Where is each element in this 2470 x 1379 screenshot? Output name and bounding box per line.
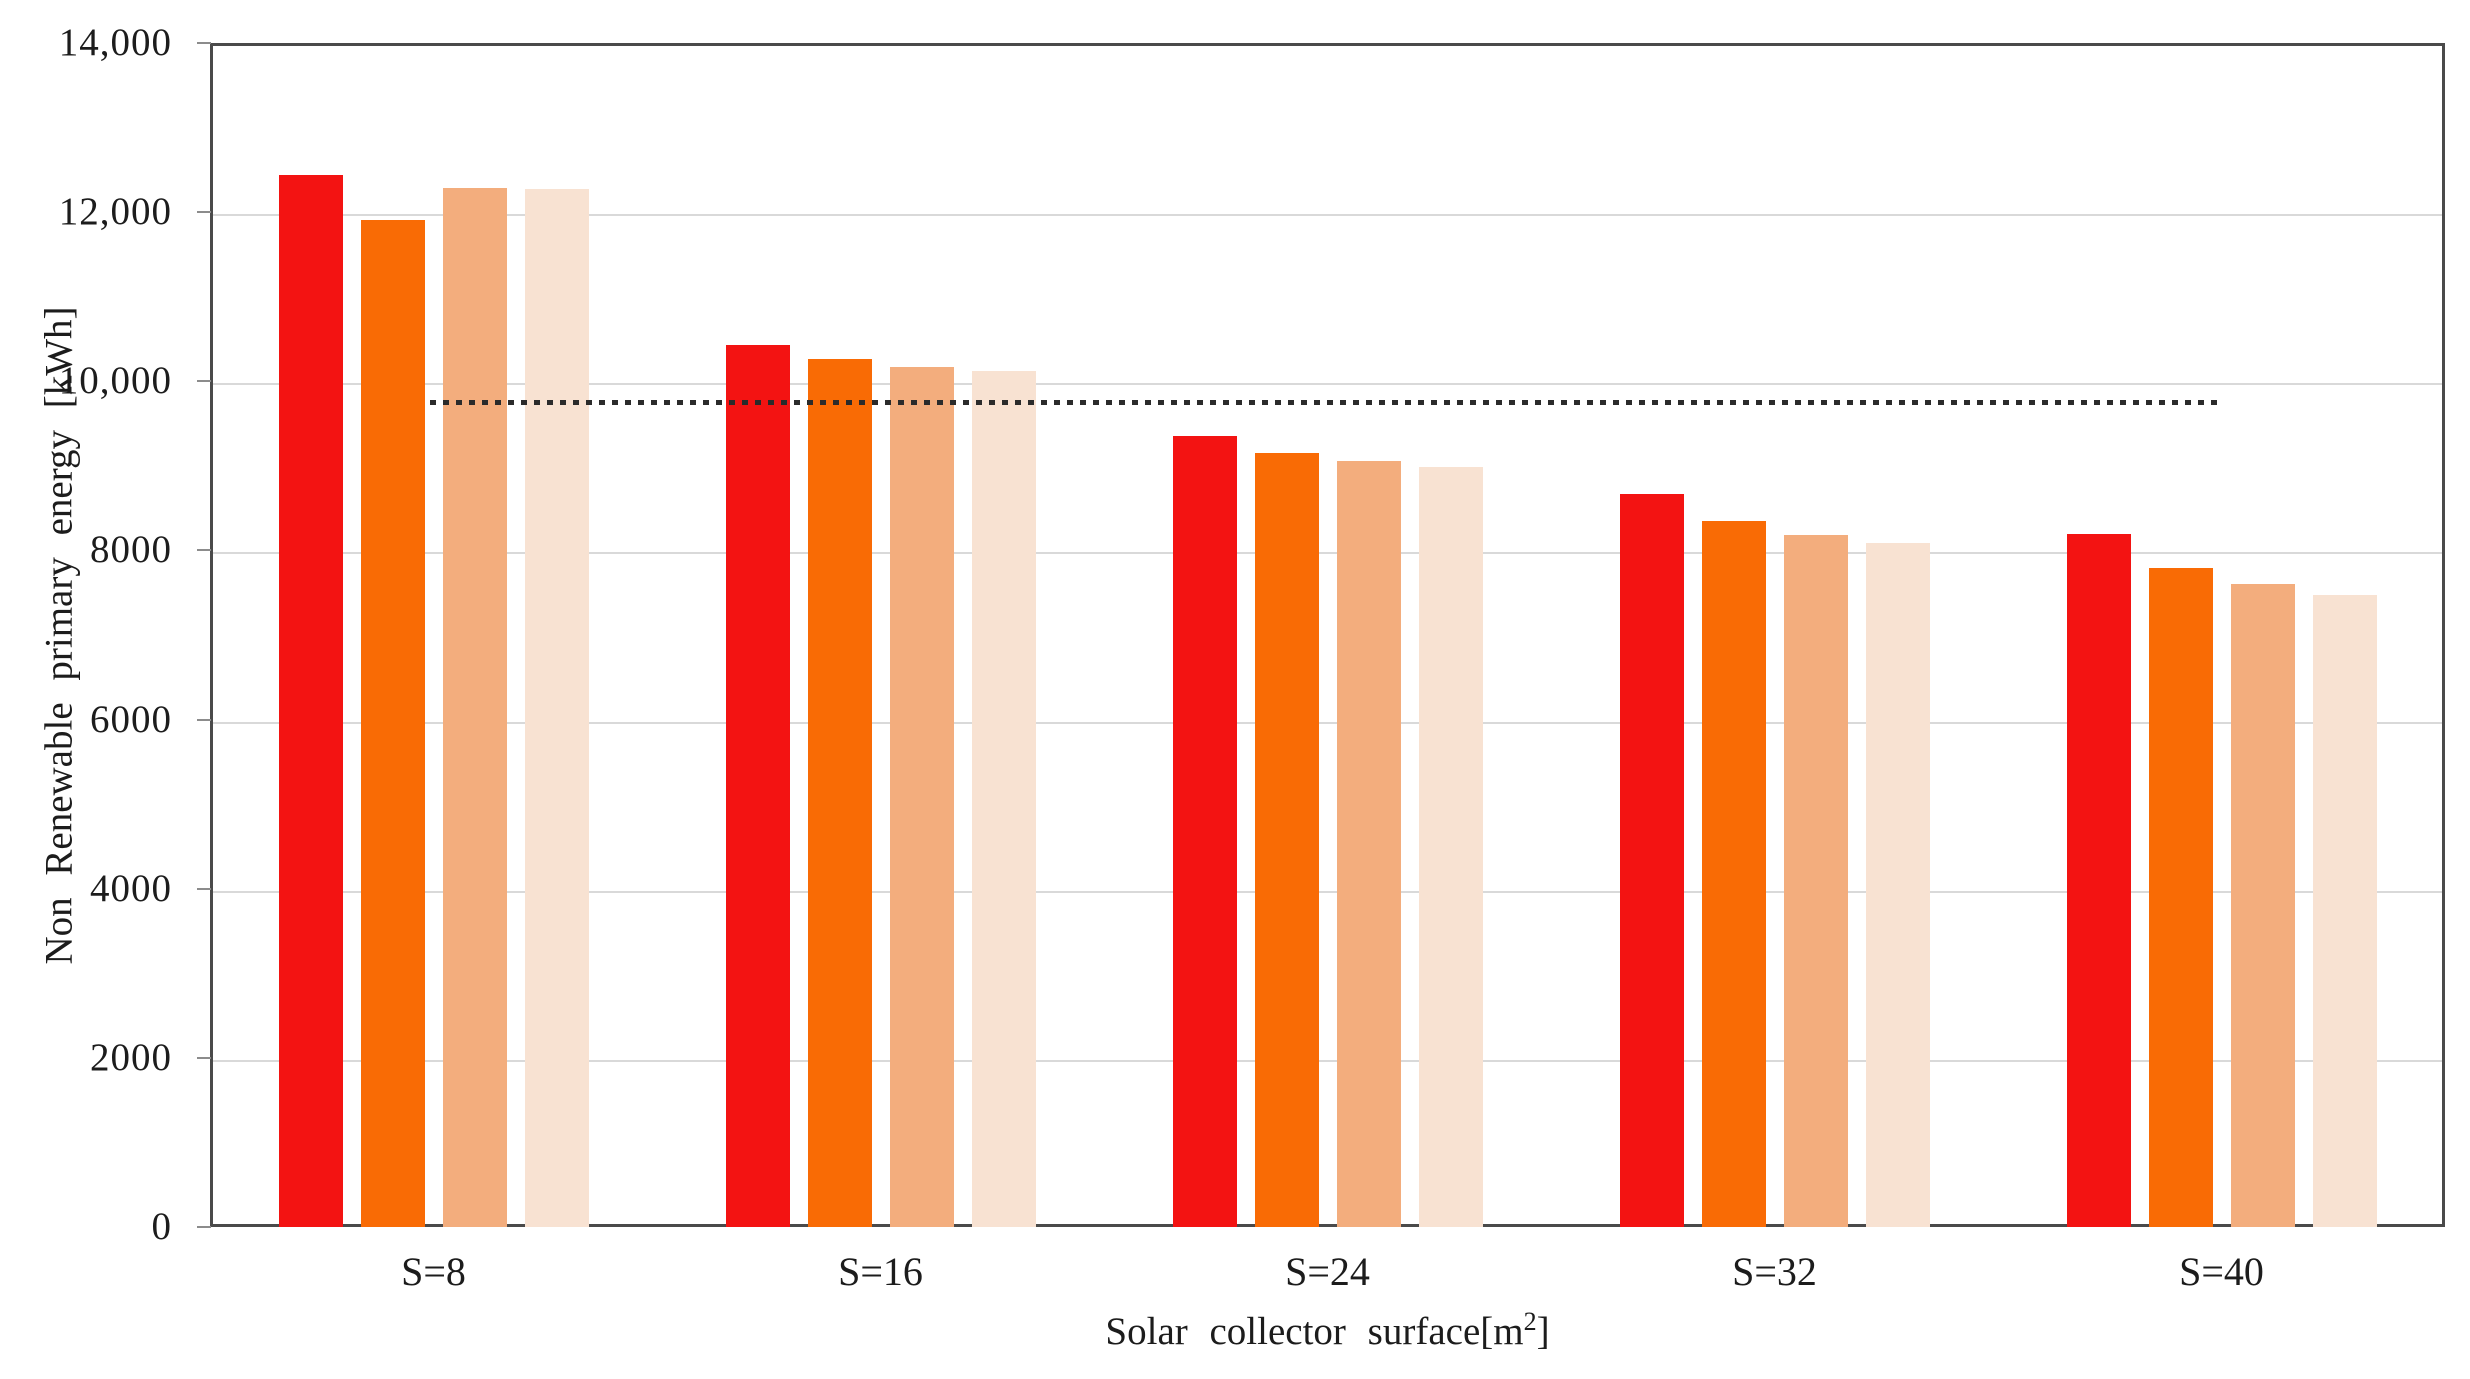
y-tick-mark xyxy=(197,549,211,552)
x-category-label: S=16 xyxy=(838,1249,923,1294)
bar-S=32-orange xyxy=(1701,520,1766,1227)
gridline xyxy=(213,214,2442,217)
x-axis-title: Solar collector surface[m2] xyxy=(210,1308,2445,1356)
bar-S=40-red xyxy=(2066,533,2131,1227)
gridline xyxy=(213,890,2442,893)
bar-S=16-red xyxy=(725,344,790,1227)
bar-S=32-pale-peach xyxy=(1865,542,1930,1227)
gridline xyxy=(213,721,2442,724)
bar-S=40-pale-peach xyxy=(2312,595,2377,1227)
bar-S=8-pale-peach xyxy=(524,189,589,1227)
bar-S=24-light-orange xyxy=(1336,460,1401,1227)
y-tick-mark xyxy=(197,380,211,383)
bar-S=32-red xyxy=(1619,493,1684,1227)
bar-S=24-orange xyxy=(1254,453,1319,1227)
y-tick-label: 2000 xyxy=(90,1035,172,1079)
x-category-label: S=40 xyxy=(2179,1249,2264,1294)
y-tick-label: 14,000 xyxy=(58,21,172,64)
y-tick-mark xyxy=(197,887,211,890)
y-tick-mark xyxy=(197,1226,211,1228)
gridline xyxy=(213,1059,2442,1062)
bar-S=8-light-orange xyxy=(442,187,507,1227)
reference-line xyxy=(430,399,2217,405)
y-tick-label: 8000 xyxy=(90,528,172,572)
y-tick-label: 10,000 xyxy=(58,359,172,403)
y-axis-title: Non Renewable primary energy [kWh] xyxy=(37,305,81,965)
y-tick-label: 4000 xyxy=(90,866,172,910)
x-category-label: S=32 xyxy=(1732,1249,1817,1294)
y-tick-mark xyxy=(197,42,211,44)
x-category-label: S=8 xyxy=(401,1249,466,1294)
y-tick-label: 6000 xyxy=(90,697,172,741)
x-axis-title-text: Solar collector surface[m xyxy=(1105,1310,1524,1353)
bar-S=16-light-orange xyxy=(889,366,954,1227)
y-tick-label: 0 xyxy=(151,1205,172,1248)
bar-S=16-pale-peach xyxy=(971,371,1036,1227)
x-category-label: S=24 xyxy=(1285,1249,1370,1294)
bar-S=40-light-orange xyxy=(2230,584,2295,1227)
gridline xyxy=(213,383,2442,386)
y-tick-mark xyxy=(197,718,211,721)
gridline xyxy=(213,552,2442,555)
y-tick-mark xyxy=(197,211,211,214)
bar-S=24-red xyxy=(1172,436,1237,1227)
bar-S=40-orange xyxy=(2148,568,2213,1227)
bar-S=32-light-orange xyxy=(1783,535,1848,1227)
y-tick-mark xyxy=(197,1056,211,1059)
bar-S=8-red xyxy=(278,174,343,1227)
bar-S=8-orange xyxy=(360,219,425,1227)
bar-S=16-orange xyxy=(807,359,872,1227)
x-axis-title-suffix: ] xyxy=(1536,1310,1550,1353)
y-tick-label: 12,000 xyxy=(58,190,172,234)
bar-S=24-pale-peach xyxy=(1418,466,1483,1227)
x-axis-title-superscript: 2 xyxy=(1523,1307,1537,1336)
